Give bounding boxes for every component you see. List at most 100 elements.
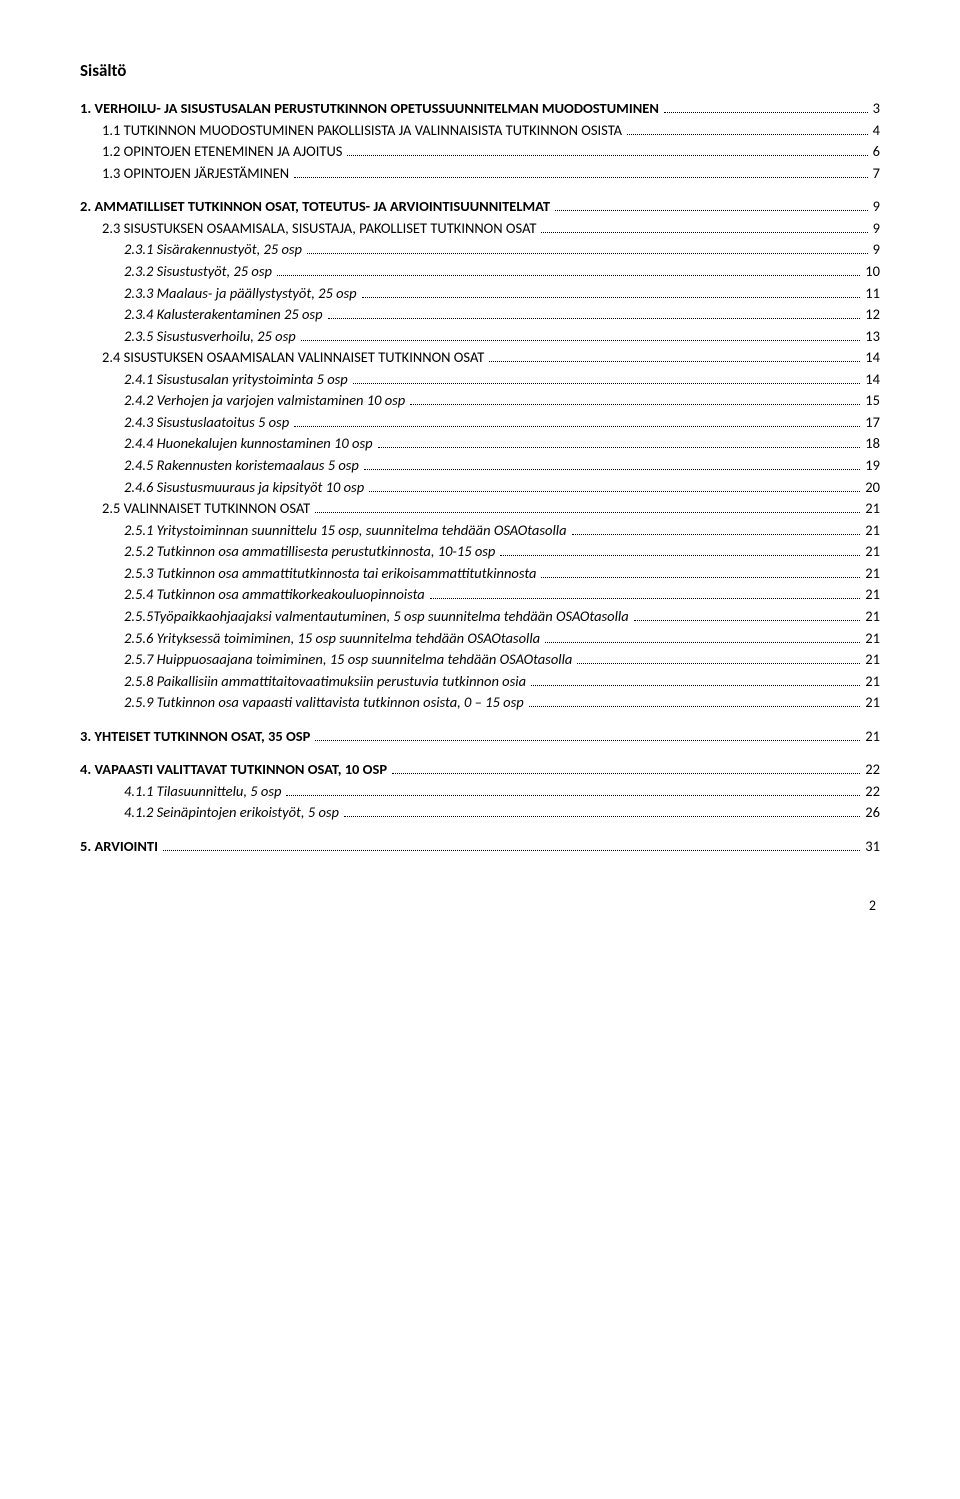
toc-entry-page: 6 [871, 142, 880, 162]
toc-entry-page: 15 [863, 391, 880, 411]
toc-leader-dots [315, 512, 860, 513]
toc-list: 1. VERHOILU- JA SISUSTUSALAN PERUSTUTKIN… [80, 99, 880, 857]
toc-entry: 2.3.2 Sisustustyöt, 25 osp 10 [80, 262, 880, 282]
toc-entry-label: 2.5.1 Yritystoiminnan suunnittelu 15 osp… [124, 521, 569, 541]
toc-entry: 2.3.4 Kalusterakentaminen 25 osp12 [80, 305, 880, 325]
toc-entry-page: 14 [863, 370, 880, 390]
toc-leader-dots [430, 598, 861, 599]
toc-entry-page: 21 [863, 629, 880, 649]
toc-entry: 4.1.1 Tilasuunnittelu, 5 osp22 [80, 782, 880, 802]
toc-entry-page: 4 [871, 121, 880, 141]
toc-leader-dots [489, 361, 860, 362]
toc-entry-page: 11 [863, 284, 880, 304]
toc-entry: 2.3.5 Sisustusverhoilu, 25 osp 13 [80, 327, 880, 347]
toc-entry: 1.2 OPINTOJEN ETENEMINEN JA AJOITUS6 [80, 142, 880, 162]
toc-entry-page: 12 [863, 305, 880, 325]
toc-entry: 2.4.1 Sisustusalan yritystoiminta 5 osp 1… [80, 370, 880, 390]
toc-leader-dots [369, 491, 860, 492]
toc-entry-label: 2.5.8 Paikallisiin ammattitaitovaatimuks… [124, 672, 528, 692]
toc-entry-label: 5. ARVIOINTI [80, 837, 160, 857]
toc-entry-label: 2.5 VALINNAISET TUTKINNON OSAT [102, 499, 312, 519]
toc-leader-dots [541, 232, 867, 233]
toc-entry-label: 1. VERHOILU- JA SISUSTUSALAN PERUSTUTKIN… [80, 99, 661, 119]
toc-entry: 4.1.2 Seinäpintojen erikoistyöt, 5 osp26 [80, 803, 880, 823]
toc-entry-label: 2.3 SISUSTUKSEN OSAAMISALA, SISUSTAJA, P… [102, 219, 538, 239]
toc-entry-label: 1.3 OPINTOJEN JÄRJESTÄMINEN [102, 164, 291, 184]
toc-entry-label: 2.3.2 Sisustustyöt, 25 osp [124, 262, 274, 282]
toc-entry-page: 21 [863, 542, 880, 562]
toc-entry-page: 21 [863, 499, 880, 519]
toc-leader-dots [555, 210, 868, 211]
toc-entry-label: 2.4.3 Sisustuslaatoitus 5 osp [124, 413, 291, 433]
toc-leader-dots [664, 112, 868, 113]
toc-entry: 2.4.3 Sisustuslaatoitus 5 osp17 [80, 413, 880, 433]
toc-leader-dots [307, 253, 868, 254]
toc-entry-page: 13 [863, 327, 880, 347]
toc-entry-page: 21 [863, 607, 880, 627]
toc-entry: 2.5.6 Yrityksessä toimiminen, 15 osp suu… [80, 629, 880, 649]
toc-entry-label: 2.3.5 Sisustusverhoilu, 25 osp [124, 327, 298, 347]
toc-entry-page: 21 [863, 564, 880, 584]
toc-entry-label: 1.1 TUTKINNON MUODOSTUMINEN PAKOLLISISTA… [102, 121, 624, 141]
toc-leader-dots [163, 850, 860, 851]
toc-leader-dots [315, 740, 860, 741]
toc-leader-dots [364, 469, 860, 470]
toc-entry: 1.1 TUTKINNON MUODOSTUMINEN PAKOLLISISTA… [80, 121, 880, 141]
toc-entry-label: 2.3.3 Maalaus- ja päällystystyöt, 25 osp [124, 284, 359, 304]
toc-leader-dots [634, 620, 861, 621]
toc-entry-label: 2.5.4 Tutkinnon osa ammattikorkeakouluop… [124, 585, 427, 605]
toc-entry-page: 18 [863, 434, 880, 454]
page-footer-number: 2 [80, 897, 880, 914]
toc-entry: 2.4 SISUSTUKSEN OSAAMISALAN VALINNAISET … [80, 348, 880, 368]
toc-leader-dots [344, 816, 860, 817]
toc-entry-label: 4. VAPAASTI VALITTAVAT TUTKINNON OSAT, 1… [80, 760, 389, 780]
toc-entry: 4. VAPAASTI VALITTAVAT TUTKINNON OSAT, 1… [80, 760, 880, 780]
toc-entry: 2.4.5 Rakennusten koristemaalaus 5 osp19 [80, 456, 880, 476]
toc-entry-label: 2.4 SISUSTUKSEN OSAAMISALAN VALINNAISET … [102, 348, 486, 368]
toc-entry-page: 3 [871, 99, 880, 119]
toc-entry-label: 4.1.2 Seinäpintojen erikoistyöt, 5 osp [124, 803, 341, 823]
toc-entry-label: 2.5.5Työpaikkaohjaajaksi valmentautumine… [124, 607, 631, 627]
toc-entry-page: 7 [871, 164, 880, 184]
toc-entry-page: 21 [863, 727, 880, 747]
toc-entry-label: 2.4.2 Verhojen ja varjojen valmistaminen… [124, 391, 407, 411]
toc-entry: 2.3.3 Maalaus- ja päällystystyöt, 25 osp… [80, 284, 880, 304]
toc-entry-page: 9 [871, 240, 880, 260]
toc-entry-page: 21 [863, 585, 880, 605]
toc-entry: 2.5.7 Huippuosaajana toimiminen, 15 osp … [80, 650, 880, 670]
toc-leader-dots [627, 134, 868, 135]
toc-entry-label: 2.5.6 Yrityksessä toimiminen, 15 osp suu… [124, 629, 542, 649]
toc-entry-page: 9 [871, 219, 880, 239]
toc-entry: 2.4.2 Verhojen ja varjojen valmistaminen… [80, 391, 880, 411]
toc-leader-dots [572, 534, 861, 535]
toc-entry-label: 2.4.1 Sisustusalan yritystoiminta 5 osp [124, 370, 350, 390]
page-container: Sisältö 1. VERHOILU- JA SISUSTUSALAN PER… [0, 0, 960, 954]
toc-entry: 2.4.4 Huonekalujen kunnostaminen 10 osp 1… [80, 434, 880, 454]
toc-entry: 2.5.8 Paikallisiin ammattitaitovaatimuks… [80, 672, 880, 692]
toc-title: Sisältö [80, 60, 880, 81]
toc-entry: 2.5.4 Tutkinnon osa ammattikorkeakouluop… [80, 585, 880, 605]
toc-leader-dots [529, 706, 861, 707]
toc-leader-dots [277, 275, 860, 276]
toc-entry-page: 21 [863, 693, 880, 713]
toc-entry-label: 2.5.7 Huippuosaajana toimiminen, 15 osp … [124, 650, 574, 670]
toc-entry: 1.3 OPINTOJEN JÄRJESTÄMINEN 7 [80, 164, 880, 184]
toc-entry-page: 10 [863, 262, 880, 282]
toc-entry-label: 2.5.3 Tutkinnon osa ammattitutkinnosta t… [124, 564, 538, 584]
toc-entry-page: 14 [863, 348, 880, 368]
toc-entry: 2.5.2 Tutkinnon osa ammatillisesta perus… [80, 542, 880, 562]
toc-leader-dots [410, 404, 860, 405]
toc-entry-page: 9 [871, 197, 880, 217]
toc-entry-page: 21 [863, 521, 880, 541]
toc-leader-dots [577, 663, 860, 664]
toc-entry: 2. AMMATILLISET TUTKINNON OSAT, TOTEUTUS… [80, 197, 880, 217]
toc-entry: 5. ARVIOINTI 31 [80, 837, 880, 857]
toc-entry-label: 2. AMMATILLISET TUTKINNON OSAT, TOTEUTUS… [80, 197, 552, 217]
toc-leader-dots [353, 383, 861, 384]
toc-entry-page: 31 [863, 837, 880, 857]
toc-entry: 2.3 SISUSTUKSEN OSAAMISALA, SISUSTAJA, P… [80, 219, 880, 239]
toc-entry-page: 22 [863, 760, 880, 780]
toc-leader-dots [531, 685, 860, 686]
toc-entry-label: 2.4.4 Huonekalujen kunnostaminen 10 osp [124, 434, 375, 454]
toc-leader-dots [294, 177, 868, 178]
